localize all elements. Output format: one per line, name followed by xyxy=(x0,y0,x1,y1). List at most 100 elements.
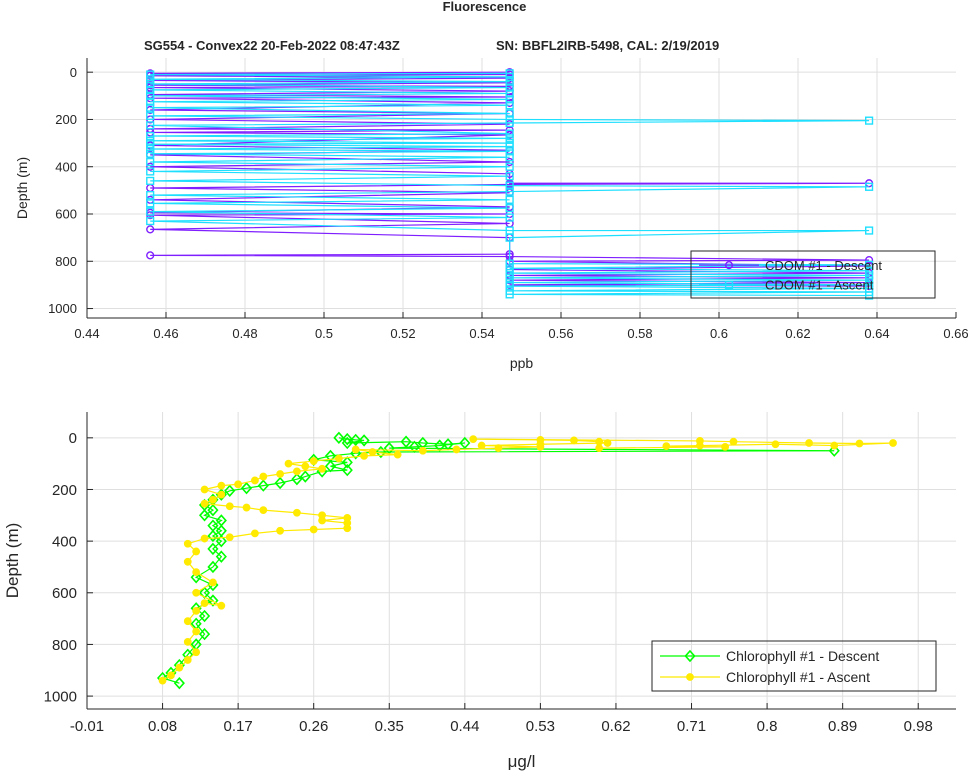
data-point xyxy=(830,441,839,450)
data-point xyxy=(505,273,514,282)
data-point xyxy=(889,439,897,447)
y-tick-label: 1000 xyxy=(48,301,77,316)
data-point xyxy=(173,676,185,690)
x-tick-label: 0.46 xyxy=(153,326,178,341)
data-point xyxy=(183,557,192,566)
legend-swatch-marker xyxy=(686,673,694,681)
data-point xyxy=(505,157,514,167)
data-point xyxy=(146,131,155,141)
data-point xyxy=(146,75,155,84)
data-point xyxy=(505,226,514,235)
x-tick-label: 0.44 xyxy=(74,326,99,341)
y-tick-label: 400 xyxy=(52,534,77,551)
data-point xyxy=(865,260,874,269)
data-point xyxy=(505,147,514,156)
data-point xyxy=(146,103,155,112)
data-point xyxy=(360,452,368,460)
data-point xyxy=(207,542,219,556)
data-point xyxy=(505,95,514,104)
data-point xyxy=(536,435,545,444)
data-point xyxy=(505,162,514,171)
x-tick-label: 0.53 xyxy=(526,718,555,735)
data-point xyxy=(334,454,343,463)
data-point xyxy=(301,462,310,471)
legend: CDOM #1 - Descent CDOM #1 - Ascent xyxy=(690,250,936,299)
x-tick-label: 0.66 xyxy=(943,326,968,341)
data-point xyxy=(217,601,226,610)
series-cdom-1-ascent xyxy=(146,69,874,300)
x-tick-label: 0.56 xyxy=(548,326,573,341)
data-point xyxy=(603,439,612,447)
data-point xyxy=(146,225,155,234)
data-point xyxy=(146,162,155,171)
data-point xyxy=(146,70,155,79)
legend-label: Chlorophyll #1 - Ascent xyxy=(726,669,870,685)
plot-area xyxy=(87,412,956,709)
y-tick-label: 400 xyxy=(55,159,77,174)
data-point xyxy=(324,460,337,473)
data-point xyxy=(358,434,370,447)
data-point xyxy=(595,437,604,446)
data-point xyxy=(505,83,514,92)
legend-box xyxy=(690,250,936,299)
data-point xyxy=(215,534,227,548)
data-point xyxy=(505,77,514,86)
y-tick-label: 0 xyxy=(70,65,77,80)
data-point xyxy=(309,525,318,534)
data-point xyxy=(400,435,412,448)
data-point xyxy=(192,568,201,577)
data-point xyxy=(864,255,874,265)
data-point xyxy=(494,444,503,453)
data-point xyxy=(192,627,201,636)
data-point xyxy=(452,445,461,454)
data-point xyxy=(146,91,155,100)
data-point xyxy=(192,606,201,615)
legend-label: Chlorophyll #1 - Descent xyxy=(726,648,879,664)
data-point xyxy=(505,89,514,98)
x-tick-label: -0.01 xyxy=(70,718,104,735)
data-point xyxy=(865,271,874,280)
data-point xyxy=(865,276,874,285)
x-tick-label: 0.62 xyxy=(785,326,810,341)
data-point xyxy=(505,268,514,278)
x-tick-label: 0.17 xyxy=(224,718,253,735)
data-point xyxy=(207,529,219,543)
data-point xyxy=(299,470,311,483)
data-point xyxy=(505,115,514,124)
data-point xyxy=(146,111,155,121)
data-point xyxy=(146,167,155,176)
x-axis-label: μg/l xyxy=(508,752,536,771)
data-point xyxy=(146,79,155,89)
data-point xyxy=(595,444,604,453)
data-point xyxy=(251,529,259,538)
data-point xyxy=(209,495,217,504)
data-point xyxy=(341,463,353,477)
data-point xyxy=(146,144,155,154)
data-point xyxy=(251,476,259,485)
data-point xyxy=(505,172,514,181)
data-point xyxy=(505,259,514,268)
data-point xyxy=(865,182,874,191)
legend-swatch-marker xyxy=(684,649,696,663)
data-point xyxy=(505,153,514,162)
data-point xyxy=(309,457,318,465)
x-tick-label: 0.62 xyxy=(601,718,630,735)
y-tick-label: 800 xyxy=(55,254,77,269)
data-point xyxy=(865,226,874,235)
legend: Chlorophyll #1 - Descent Chlorophyll #1 -… xyxy=(651,640,937,692)
data-point xyxy=(183,637,192,646)
x-tick-label: 0.44 xyxy=(450,718,479,735)
data-point xyxy=(200,485,209,494)
data-point xyxy=(696,441,704,450)
data-point xyxy=(146,176,155,186)
data-point xyxy=(198,609,211,623)
data-point xyxy=(198,509,211,522)
data-point xyxy=(855,439,864,448)
subtitle-mission: SG554 - Convex22 20-Feb-2022 08:47:43Z xyxy=(144,38,400,53)
data-point xyxy=(207,503,219,517)
x-tick-label: 0.98 xyxy=(904,718,933,735)
data-point xyxy=(225,502,234,511)
data-point xyxy=(341,456,353,469)
data-point xyxy=(350,433,362,447)
legend-swatch-marker xyxy=(724,261,734,270)
